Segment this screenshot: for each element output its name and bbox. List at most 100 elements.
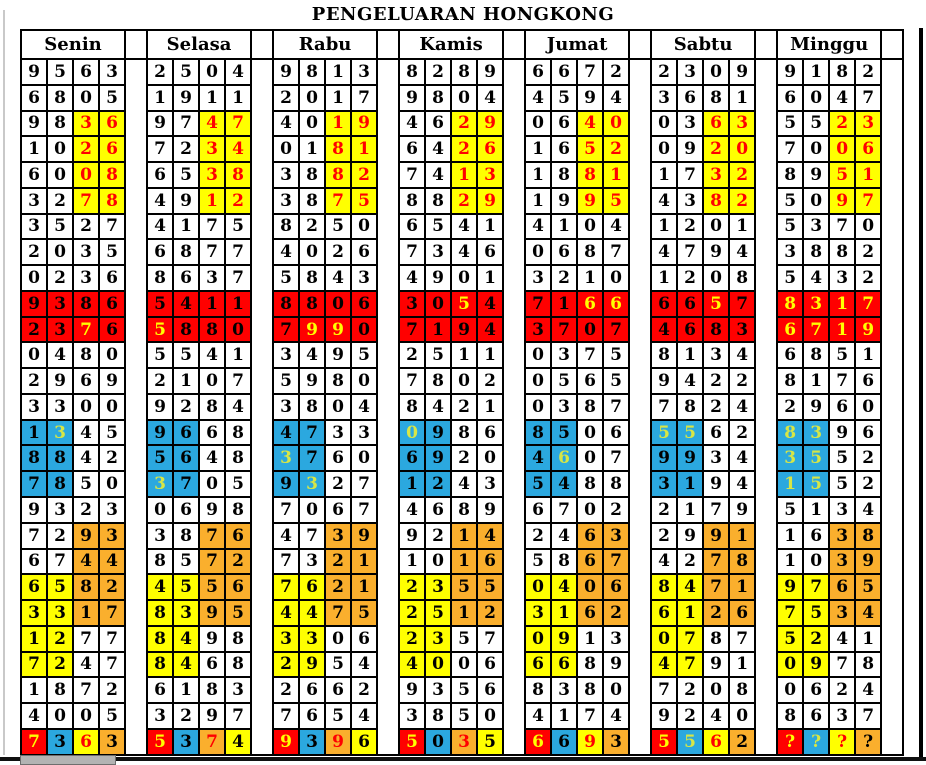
digit-cell: 7 <box>602 315 631 344</box>
digit-cell: 0 <box>198 470 227 499</box>
digit-cell: 7 <box>198 238 227 267</box>
digit-cell: 1 <box>172 676 201 705</box>
digit-cell: 2 <box>450 135 479 164</box>
digit-cell: 5 <box>802 599 831 627</box>
digit-cell: 1 <box>854 341 883 370</box>
digit-cell: 6 <box>728 599 757 627</box>
column-spacer <box>502 213 527 240</box>
column-spacer <box>880 187 905 214</box>
column-spacer <box>250 419 275 446</box>
column-spacer <box>124 548 149 575</box>
digit-cell: 6 <box>224 573 253 602</box>
digit-cell: 3 <box>424 624 453 653</box>
column-spacer <box>628 393 653 420</box>
column-spacer <box>754 600 779 626</box>
digit-cell: 7 <box>97 650 127 679</box>
digit-cell: 9 <box>350 521 379 550</box>
digit-cell: 6 <box>398 444 427 473</box>
column-spacer <box>880 110 905 137</box>
digit-cell: 6 <box>172 444 201 473</box>
column-spacer <box>754 187 779 214</box>
digit-cell: 9 <box>650 444 679 473</box>
digit-cell: 2 <box>46 521 74 550</box>
digit-cell: 2 <box>46 650 74 679</box>
digit-cell: 5 <box>450 289 479 318</box>
digit-cell: 1 <box>524 135 553 164</box>
column-spacer <box>628 574 653 601</box>
digit-cell: 7 <box>676 624 705 653</box>
digit-cell: 2 <box>854 264 883 292</box>
digit-cell: 9 <box>146 109 175 138</box>
column-spacer <box>754 445 779 472</box>
digit-cell: 1 <box>650 264 679 292</box>
digit-cell: 0 <box>198 58 227 86</box>
digit-cell: 8 <box>702 624 731 653</box>
scrollbar-thumb[interactable] <box>20 755 116 765</box>
digit-cell: 1 <box>828 289 857 318</box>
column-spacer <box>124 136 149 163</box>
digit-cell: 8 <box>702 186 731 215</box>
digit-cell: 5 <box>324 212 353 241</box>
digit-cell: 6 <box>576 521 605 550</box>
digit-cell: 4 <box>272 599 301 627</box>
column-spacer <box>628 213 653 240</box>
digit-cell: 6 <box>424 109 453 138</box>
digit-cell: 6 <box>350 289 379 318</box>
digit-cell: 0 <box>802 547 831 576</box>
digit-cell: 0 <box>298 496 327 524</box>
column-spacer <box>250 84 275 111</box>
digit-cell: 2 <box>650 496 679 524</box>
digit-cell: 0 <box>198 367 227 395</box>
column-spacer <box>628 548 653 575</box>
column-spacer <box>376 471 401 498</box>
digit-cell: 1 <box>450 521 479 550</box>
column-spacer <box>628 239 653 266</box>
column-spacer <box>376 574 401 601</box>
column-spacer <box>250 136 275 163</box>
digit-cell: 7 <box>776 599 805 627</box>
digit-cell: 4 <box>476 289 505 318</box>
day-header-sabtu: Sabtu <box>650 29 757 60</box>
digit-cell: 8 <box>224 418 253 447</box>
digit-cell: 9 <box>324 315 353 344</box>
digit-cell: 3 <box>424 676 453 705</box>
digit-cell: 9 <box>398 83 427 112</box>
digit-cell: 5 <box>324 650 353 679</box>
column-spacer <box>124 59 149 85</box>
digit-cell: 3 <box>398 702 427 730</box>
digit-cell: 2 <box>676 212 705 241</box>
column-spacer <box>124 574 149 601</box>
digit-cell: 6 <box>702 418 731 447</box>
digit-cell: 3 <box>424 573 453 602</box>
digit-cell: 8 <box>97 186 127 215</box>
digit-cell: 3 <box>198 161 227 189</box>
digit-cell: 5 <box>776 109 805 138</box>
digit-cell: 2 <box>602 496 631 524</box>
digit-cell: 0 <box>424 650 453 679</box>
digit-cell: 6 <box>550 58 579 86</box>
digit-cell: 3 <box>350 264 379 292</box>
digit-cell: 0 <box>146 496 175 524</box>
digit-cell: 9 <box>650 702 679 730</box>
digit-cell: 5 <box>550 418 579 447</box>
column-spacer <box>502 59 527 85</box>
digit-cell: 6 <box>97 289 127 318</box>
digit-cell: 4 <box>224 135 253 164</box>
digit-cell: 2 <box>46 264 74 292</box>
digit-cell: 5 <box>802 109 831 138</box>
digit-cell: 6 <box>602 573 631 602</box>
column-spacer <box>376 136 401 163</box>
digit-cell: 3 <box>272 392 301 421</box>
digit-cell: 9 <box>702 650 731 679</box>
column-spacer <box>124 187 149 214</box>
digit-cell: 0 <box>602 109 631 138</box>
column-spacer <box>502 187 527 214</box>
digit-cell: 4 <box>172 650 201 679</box>
digit-cell: 7 <box>728 289 757 318</box>
digit-cell: 8 <box>702 315 731 344</box>
